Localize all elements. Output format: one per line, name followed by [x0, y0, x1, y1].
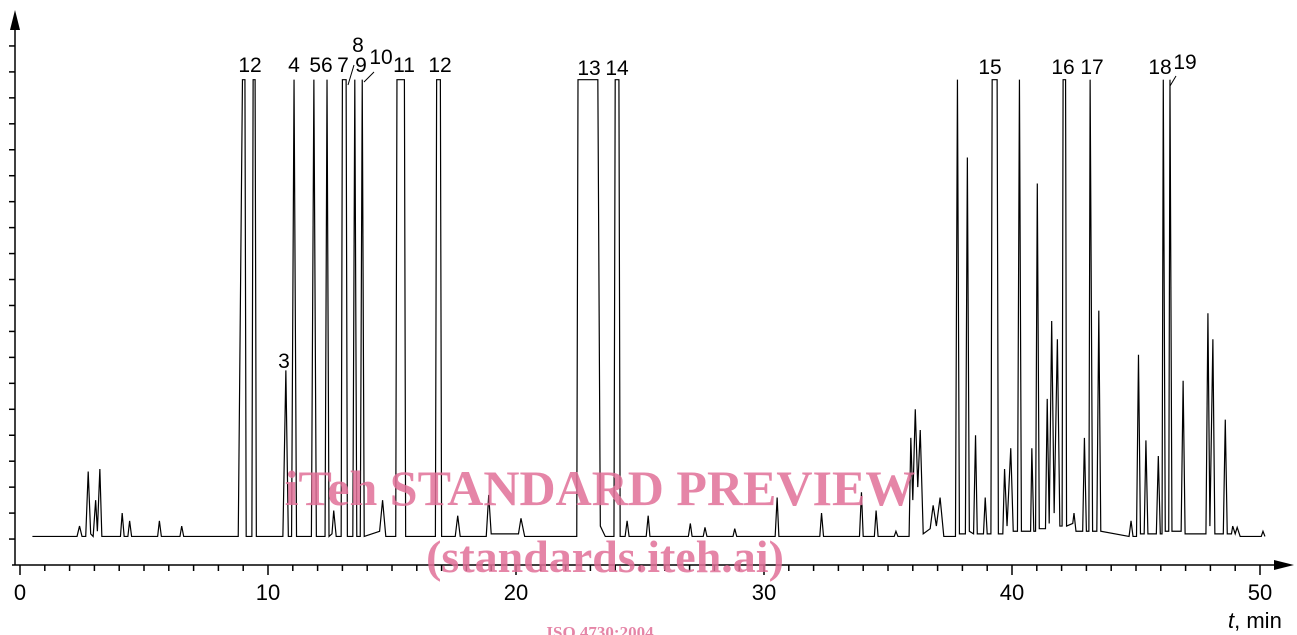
x-tick-label: 10	[256, 580, 280, 605]
peak-label: 12	[238, 54, 261, 77]
x-axis-arrow	[1274, 560, 1294, 570]
watermark: (standards.iteh.ai)	[426, 531, 784, 582]
peak-label: 4	[288, 54, 300, 77]
peak-label: 3	[278, 350, 290, 373]
peak-label: 9	[355, 54, 367, 77]
leader	[363, 71, 375, 83]
x-tick-label: 0	[14, 580, 26, 605]
peak-label: 17	[1080, 56, 1103, 79]
peak-label: 14	[605, 57, 629, 80]
y-axis-arrow	[10, 10, 20, 30]
leader	[1169, 75, 1177, 87]
peak-label: 13	[577, 57, 600, 80]
chromatogram-line	[32, 79, 1266, 538]
peak-label: 15	[978, 56, 1001, 79]
x-tick-label: 20	[504, 580, 528, 605]
peak-label: 19	[1173, 51, 1196, 74]
x-tick-label: 40	[1000, 580, 1024, 605]
peak-label: 7	[337, 54, 349, 77]
watermark: ISO 4730:2004	[546, 623, 654, 635]
peak-label: 16	[1051, 56, 1074, 79]
x-tick-label: 50	[1248, 580, 1272, 605]
x-tick-label: 30	[752, 580, 776, 605]
peak-label: 11	[393, 54, 415, 77]
leader	[347, 64, 355, 86]
peak-label: 56	[309, 54, 332, 77]
peak-label: 12	[428, 54, 451, 77]
peak-label: 10	[369, 46, 392, 69]
peak-label: 8	[352, 34, 364, 57]
watermark: iTeh STANDARD PREVIEW	[285, 460, 916, 516]
x-label-var: t	[1228, 608, 1235, 633]
x-label-unit: , min	[1234, 608, 1282, 633]
x-axis-label: t, min	[1228, 608, 1282, 633]
peak-label: 18	[1148, 56, 1171, 79]
